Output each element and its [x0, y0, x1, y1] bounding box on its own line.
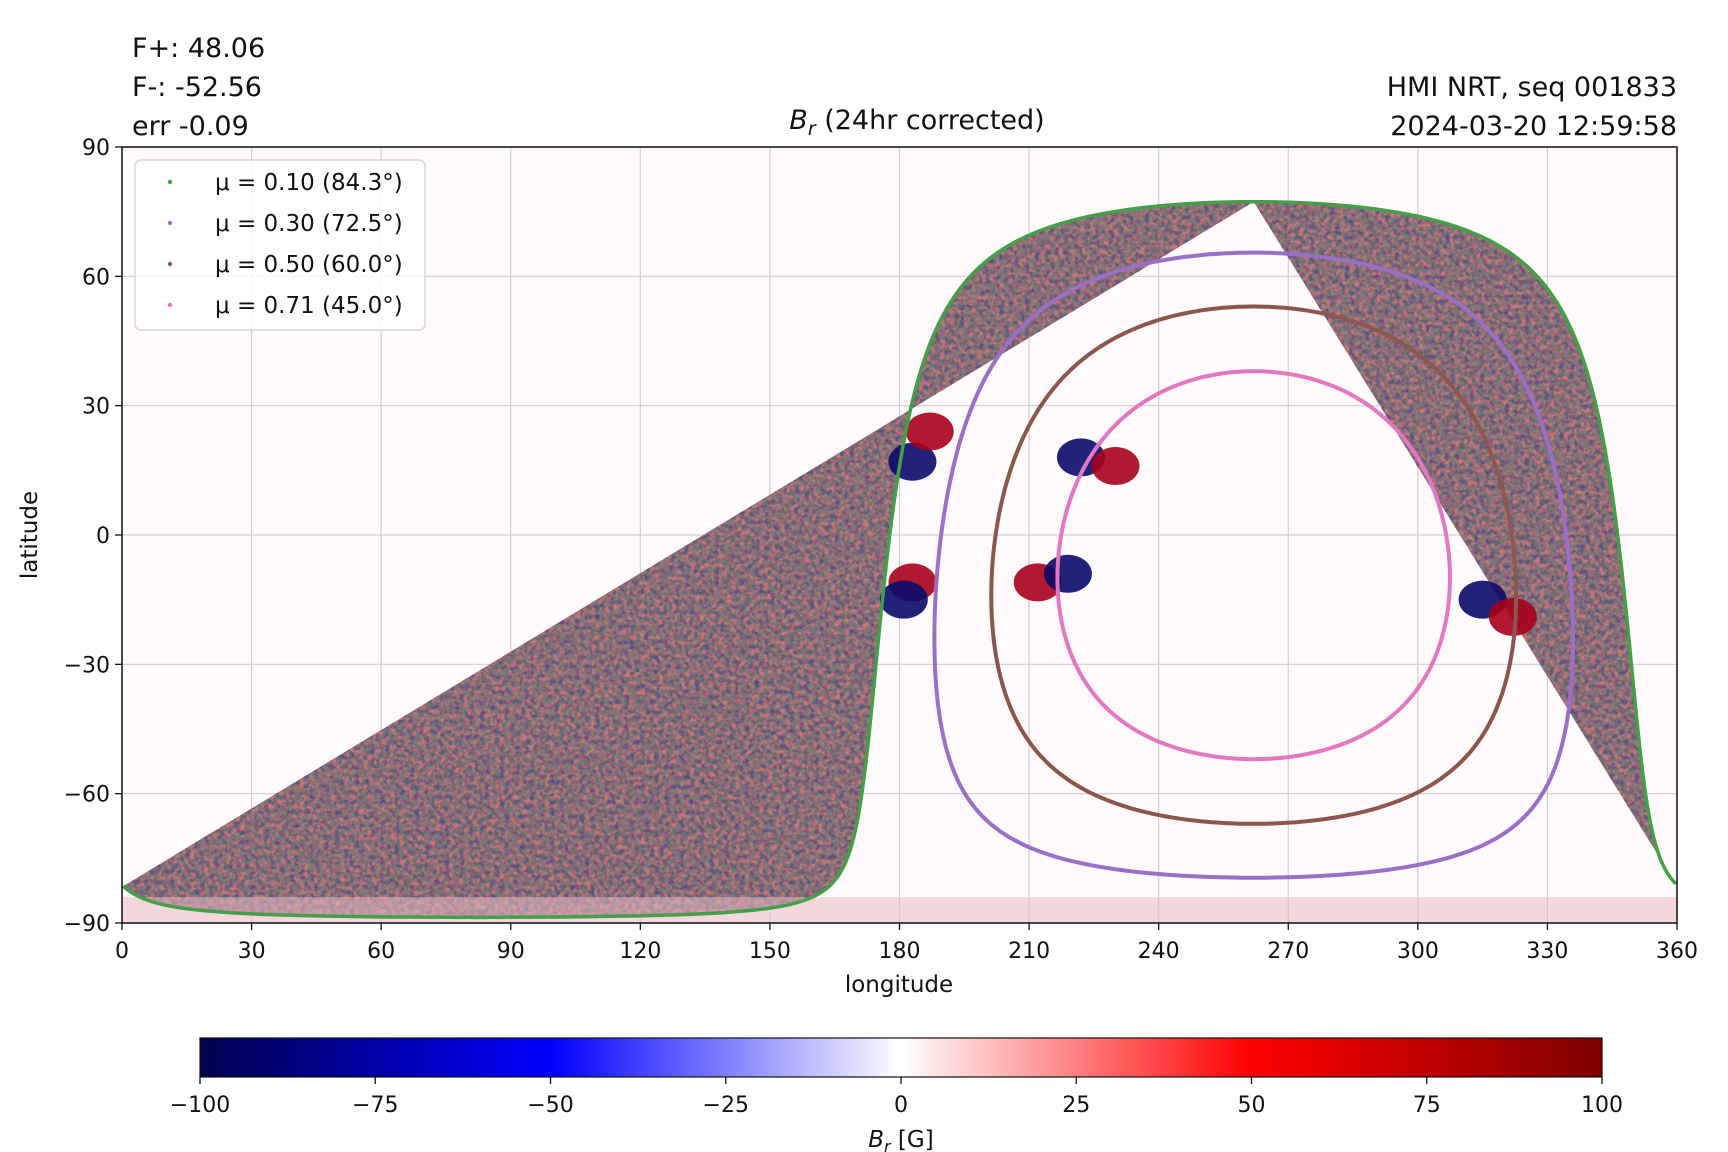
colorbar-tick-label: −50 [527, 1093, 573, 1118]
legend-marker [167, 302, 173, 308]
legend-entry-3: μ = 0.50 (60.0°) [215, 252, 403, 278]
x-tick-label: 120 [619, 939, 661, 964]
polar-band [122, 897, 1677, 923]
stat-f-minus: F-: -52.56 [132, 72, 262, 103]
colorbar-tick-label: 50 [1238, 1093, 1266, 1118]
colorbar-tick-label: −100 [170, 1093, 230, 1118]
legend-marker [167, 261, 173, 267]
x-axis-label: longitude [845, 972, 953, 998]
colorbar-tick-label: −25 [703, 1093, 749, 1118]
y-tick-label: −90 [64, 912, 110, 937]
mu-contour-1 [122, 200, 1677, 920]
colorbar-tick-label: 25 [1062, 1093, 1090, 1118]
y-axis-label: latitude [17, 491, 43, 579]
active-region-positive [1091, 447, 1140, 486]
active-region-positive [1488, 597, 1537, 636]
colorbar-label: Br [G] [868, 1127, 933, 1152]
x-tick-label: 270 [1267, 939, 1309, 964]
y-tick-label: −30 [64, 653, 110, 678]
x-tick-label: 0 [115, 939, 129, 964]
x-axis: 0 30 60 90 120 150 180 210 240 270 300 330 360 [115, 923, 1698, 964]
colorbar-tick-label: 100 [1581, 1093, 1623, 1118]
legend-marker [167, 179, 173, 185]
mu-contours [122, 200, 1677, 920]
x-tick-label: 60 [367, 939, 395, 964]
stat-err: err -0.09 [132, 111, 249, 142]
colorbar-tick-label: 75 [1413, 1093, 1441, 1118]
x-tick-label: 180 [879, 939, 921, 964]
colorbar-tick-label: −75 [352, 1093, 398, 1118]
y-axis: −90 −60 −30 0 30 60 90 [64, 136, 122, 937]
y-tick-label: 60 [82, 265, 110, 290]
active-region-negative [879, 580, 928, 619]
x-tick-label: 30 [238, 939, 266, 964]
x-tick-label: 150 [749, 939, 791, 964]
legend-entry-2: μ = 0.30 (72.5°) [215, 211, 403, 237]
legend-entry-4: μ = 0.71 (45.0°) [215, 293, 403, 319]
x-tick-label: 90 [497, 939, 525, 964]
legend: μ = 0.10 (84.3°) μ = 0.30 (72.5°) μ = 0.50… [134, 159, 426, 331]
x-tick-label: 300 [1397, 939, 1439, 964]
mu-contour-2 [932, 250, 1575, 880]
chart-title: Br (24hr corrected) [789, 105, 1044, 140]
y-tick-label: 30 [82, 395, 110, 420]
y-tick-label: −60 [64, 783, 110, 808]
x-tick-label: 360 [1656, 939, 1698, 964]
y-tick-label: 90 [82, 136, 110, 161]
mu-contour-4 [1055, 369, 1452, 762]
source-line-1: HMI NRT, seq 001833 [1387, 72, 1677, 103]
y-tick-label: 0 [96, 524, 110, 549]
colorbar-ticks: −100 −75 −50 −25 0 25 50 75 100 [170, 1077, 1623, 1118]
legend-marker [167, 220, 173, 226]
x-tick-label: 330 [1526, 939, 1568, 964]
active-region-positive [905, 412, 954, 451]
active-region-negative [1043, 554, 1092, 593]
stat-f-plus: F+: 48.06 [132, 33, 265, 64]
legend-box [134, 159, 426, 331]
colorbar [199, 1037, 1603, 1078]
x-tick-label: 210 [1008, 939, 1050, 964]
x-tick-label: 240 [1138, 939, 1180, 964]
legend-entry-1: μ = 0.10 (84.3°) [215, 170, 403, 196]
mu-contour-3 [989, 304, 1519, 826]
source-line-2: 2024-03-20 12:59:58 [1390, 111, 1677, 142]
colorbar-tick-label: 0 [894, 1093, 908, 1118]
